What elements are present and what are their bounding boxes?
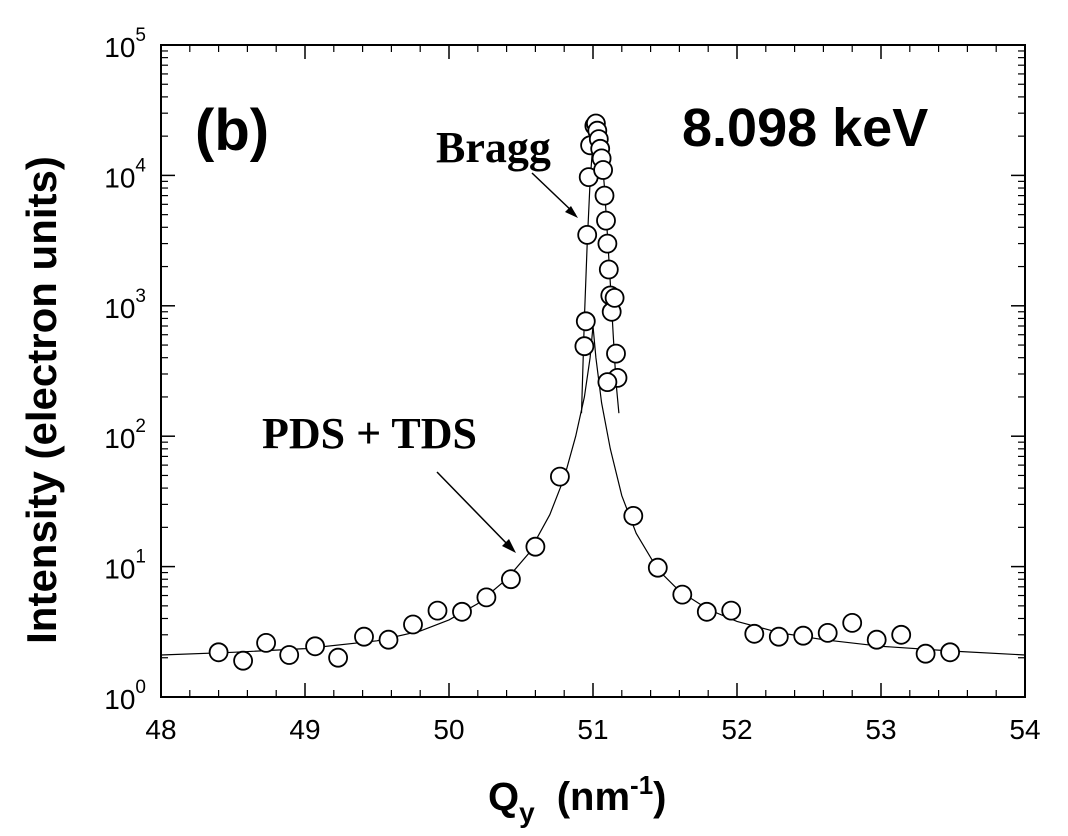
x-axis-label-unit: (nm <box>557 775 630 819</box>
data-point <box>696 601 717 622</box>
pds-tds-fit-line <box>160 325 1026 656</box>
energy-label: 8.098 keV <box>682 98 928 158</box>
x-axis-label: Qy (nm-1) <box>488 770 666 828</box>
pds-tds-arrowhead <box>502 539 516 553</box>
x-tick-label: 51 <box>577 714 608 745</box>
data-point <box>721 600 742 621</box>
x-tick-label: 52 <box>721 714 752 745</box>
data-point <box>768 626 789 647</box>
y-tick-label-base: 10 <box>104 554 135 585</box>
bragg-arrowhead <box>565 206 578 218</box>
data-point <box>594 185 615 206</box>
data-point <box>305 636 326 657</box>
y-tick-label-exponent: 5 <box>135 25 146 46</box>
panel-label: (b) <box>195 98 269 163</box>
data-point <box>842 613 863 633</box>
axis-ticks <box>160 44 1026 698</box>
data-point <box>593 160 613 180</box>
y-tick-label-base: 10 <box>104 423 135 454</box>
data-point <box>577 224 598 245</box>
data-point <box>452 601 472 622</box>
y-tick-label-exponent: 3 <box>135 286 146 307</box>
fit-curves <box>160 124 1026 656</box>
data-point <box>672 584 693 605</box>
bragg-arrow-line <box>531 172 576 215</box>
data-point <box>744 623 765 644</box>
data-point <box>891 624 912 645</box>
data-point <box>575 311 596 332</box>
y-tick-label-base: 10 <box>104 162 135 193</box>
data-point <box>597 372 618 393</box>
y-tick-label-exponent: 4 <box>135 155 146 176</box>
x-tick-label: 53 <box>865 714 896 745</box>
data-point <box>525 536 546 557</box>
y-tick-label: 101 <box>104 547 146 585</box>
data-point <box>354 626 374 647</box>
y-tick-label-exponent: 1 <box>135 547 146 568</box>
y-tick-label-base: 10 <box>104 684 135 715</box>
data-point <box>817 623 838 643</box>
data-point <box>403 614 423 635</box>
data-point <box>940 642 960 663</box>
y-tick-label-base: 10 <box>104 293 135 324</box>
data-point <box>597 233 618 254</box>
pds-tds-annotation: PDS + TDS <box>262 409 477 458</box>
data-point <box>427 600 448 621</box>
data-point <box>596 210 616 231</box>
x-tick-label: 49 <box>289 714 320 745</box>
data-point <box>915 643 936 664</box>
data-point <box>328 647 349 668</box>
x-tick-label: 48 <box>145 714 176 745</box>
data-point <box>500 569 521 590</box>
bragg-annotation: Bragg <box>436 123 551 172</box>
data-point <box>598 259 619 280</box>
data-point <box>793 625 814 646</box>
data-point <box>256 633 277 653</box>
data-point <box>574 336 595 357</box>
y-tick-label: 100 <box>104 677 146 715</box>
pds-tds-arrow-line <box>436 471 513 550</box>
x-tick-labels: 48 49 50 51 52 53 54 <box>145 714 1040 745</box>
x-tick-label: 54 <box>1009 714 1040 745</box>
y-tick-label: 102 <box>104 416 146 454</box>
x-axis-label-unit-close: ) <box>653 775 666 819</box>
data-point <box>378 629 399 650</box>
x-axis-label-unit-exponent: -1 <box>630 770 653 800</box>
y-tick-label-exponent: 0 <box>135 677 146 698</box>
y-axis-label: Intensity (electron units) <box>18 156 65 644</box>
data-point <box>476 587 497 608</box>
data-point <box>604 287 625 308</box>
data-point <box>208 642 229 663</box>
data-point <box>866 629 887 650</box>
data-point <box>647 557 668 578</box>
y-tick-label-exponent: 2 <box>135 416 146 437</box>
y-tick-label: 105 <box>104 25 146 63</box>
data-point <box>550 466 570 487</box>
x-tick-label: 50 <box>433 714 464 745</box>
y-tick-label: 103 <box>104 286 146 324</box>
x-axis-label-subscript: y <box>519 797 535 828</box>
y-tick-label-base: 10 <box>104 32 135 63</box>
data-point <box>623 506 644 526</box>
data-markers <box>208 113 960 671</box>
data-point <box>279 645 300 665</box>
data-point <box>233 650 254 671</box>
x-axis-label-main: Q <box>488 775 519 819</box>
y-tick-label: 104 <box>104 155 146 193</box>
data-point <box>606 343 626 364</box>
